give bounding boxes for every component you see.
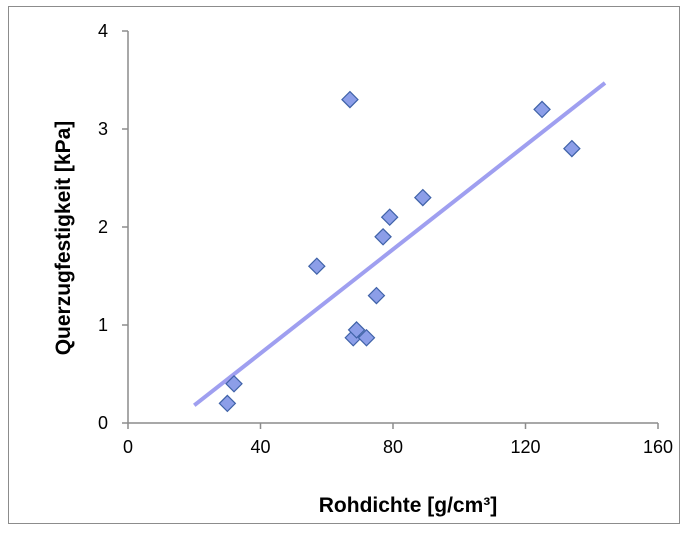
axes <box>127 31 658 424</box>
x-tick-label: 160 <box>643 437 673 457</box>
data-point <box>380 208 399 227</box>
x-tick-label: 40 <box>250 437 270 457</box>
data-point <box>307 257 326 276</box>
y-tick-label: 1 <box>98 315 108 335</box>
y-tick-label: 4 <box>98 21 108 41</box>
x-axis-title: Rohdichte [g/cm³] <box>319 494 498 517</box>
y-tick-label: 2 <box>98 217 108 237</box>
x-tick-label: 0 <box>123 437 133 457</box>
x-tick-label: 80 <box>383 437 403 457</box>
y-tick-label: 3 <box>98 119 108 139</box>
y-tick-label: 0 <box>98 413 108 433</box>
data-point <box>413 188 432 207</box>
trendline <box>193 81 607 407</box>
data-point <box>225 374 243 393</box>
chart-frame <box>8 6 680 524</box>
y-axis-title: Querzugfestigkeit [kPa] <box>52 121 75 356</box>
data-point <box>533 100 551 119</box>
data-point <box>374 227 392 246</box>
data-point <box>357 328 376 347</box>
data-point <box>563 139 581 158</box>
x-tick-label: 120 <box>510 437 540 457</box>
data-point <box>347 321 366 339</box>
data-point <box>218 394 237 413</box>
data-point <box>341 90 359 109</box>
data-point <box>367 286 386 305</box>
